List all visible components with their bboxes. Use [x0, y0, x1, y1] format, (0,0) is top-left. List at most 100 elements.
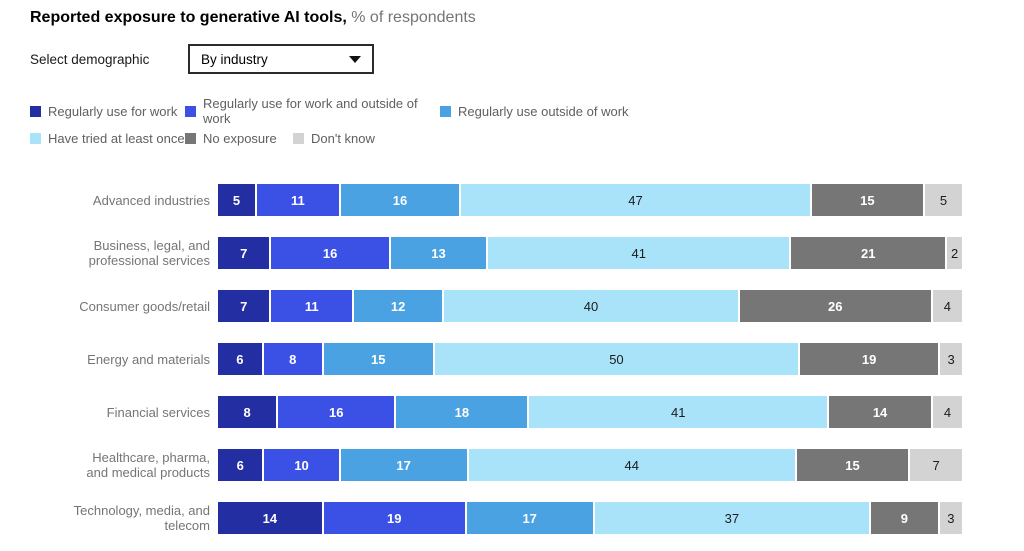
industry-label: Advanced industries [92, 192, 210, 208]
legend-item: Regularly use for work and outside of wo… [185, 96, 440, 126]
chart-row: Consumer goods/retail 7 11 12 40 26 4 [30, 290, 1024, 322]
chart-row: Energy and materials 6 8 15 50 19 3 [30, 343, 1024, 375]
legend-row: Regularly use for work Regularly use for … [30, 96, 1024, 126]
legend-swatch [185, 133, 196, 144]
legend-label: No exposure [203, 131, 277, 146]
caret-down-icon [349, 55, 361, 63]
segment-value: 16 [329, 404, 344, 420]
segment-value: 17 [396, 457, 411, 473]
segment-value: 16 [392, 192, 408, 208]
demographic-controls: Select demographic By industry [30, 44, 1024, 74]
segment-value: 41 [670, 404, 686, 420]
bar-segment: 7 [910, 449, 963, 481]
industry-label: Technology, media, and telecom [73, 503, 210, 533]
bar-segment: 40 [444, 290, 738, 322]
segment-value: 19 [387, 510, 402, 526]
bar-segment: 9 [871, 502, 938, 534]
segment-value: 2 [951, 245, 959, 261]
bar-segment: 3 [940, 343, 962, 375]
bar-segment: 16 [340, 184, 460, 216]
bar-segment: 7 [218, 290, 270, 322]
bar-segment: 19 [800, 343, 939, 375]
segment-value: 6 [236, 351, 244, 367]
legend-swatch [440, 105, 451, 117]
segment-value: 8 [243, 404, 251, 420]
legend-swatch [185, 105, 196, 117]
legend-label: Regularly use for work and outside of wo… [203, 96, 418, 126]
bar-row: 6 8 15 50 19 3 [218, 343, 962, 375]
segment-value: 7 [240, 298, 248, 314]
bar-segment: 44 [468, 449, 795, 481]
chart-row: Healthcare, pharma, and medical products… [30, 449, 1024, 481]
segment-value: 5 [939, 192, 948, 208]
legend-swatch [30, 133, 41, 144]
bar-row: 6 10 17 44 15 7 [218, 449, 963, 481]
bar-segment: 4 [932, 290, 962, 322]
chart-row: Advanced industries 5 11 16 47 15 5 [30, 184, 1024, 216]
legend-label: Regularly use outside of work [458, 103, 629, 119]
segment-value: 8 [289, 351, 297, 367]
bar-segment: 17 [466, 502, 593, 534]
demographic-dropdown[interactable]: By industry [188, 44, 374, 74]
bar-segment: 21 [791, 237, 946, 269]
legend-label: Don't know [311, 131, 375, 146]
segment-value: 11 [304, 298, 319, 314]
bar-segment: 5 [924, 184, 963, 216]
bar-segment: 15 [323, 343, 433, 375]
bar-segment: 41 [529, 396, 828, 428]
chart-row: Financial services 8 16 18 41 14 4 [30, 396, 1024, 428]
legend-item: Regularly use outside of work [440, 104, 629, 119]
bar-segment: 4 [932, 396, 962, 428]
bar-row: 8 16 18 41 14 4 [218, 396, 962, 428]
bar-segment: 10 [264, 449, 339, 481]
bar-segment: 14 [218, 502, 322, 534]
bar-segment: 15 [796, 449, 909, 481]
segment-value: 3 [947, 510, 955, 526]
segment-value: 47 [628, 192, 643, 208]
bar-segment: 5 [218, 184, 256, 216]
bar-segment: 19 [323, 502, 465, 534]
segment-value: 12 [390, 298, 406, 314]
bar-row: 5 11 16 47 15 5 [218, 184, 963, 216]
exhibit: Reported exposure to generative AI tools… [30, 9, 1024, 534]
legend-row: Have tried at least once No exposure Don't… [30, 131, 1024, 146]
segment-value: 17 [522, 510, 537, 526]
segment-value: 7 [932, 457, 940, 473]
segment-value: 10 [294, 457, 309, 473]
bar-segment: 16 [271, 237, 389, 269]
segment-value: 9 [900, 510, 909, 526]
segment-value: 6 [236, 457, 244, 473]
segment-value: 21 [861, 245, 876, 261]
bar-segment: 8 [218, 396, 277, 428]
bar-row: 7 16 13 41 21 2 [218, 237, 962, 269]
segment-value: 14 [872, 404, 888, 420]
industry-label: Energy and materials [87, 351, 210, 367]
legend-item: No exposure [185, 131, 293, 146]
legend-item: Have tried at least once [30, 131, 185, 146]
segment-value: 3 [947, 351, 955, 367]
bar-chart: Advanced industries 5 11 16 47 15 5 Business, l… [30, 184, 1024, 534]
segment-value: 40 [583, 298, 599, 314]
bar-segment: 6 [218, 449, 263, 481]
bar-segment: 37 [594, 502, 870, 534]
bar-segment: 7 [218, 237, 270, 269]
segment-value: 18 [454, 404, 470, 420]
demographic-dropdown-value: By industry [201, 51, 268, 67]
segment-value: 5 [232, 192, 241, 208]
bar-segment: 11 [271, 290, 353, 322]
industry-label: Consumer goods/retail [79, 298, 210, 314]
segment-value: 16 [322, 245, 338, 261]
bar-segment: 26 [739, 290, 931, 322]
chart-title-main: Reported exposure to generative AI tools… [30, 9, 347, 26]
segment-value: 7 [240, 245, 248, 261]
bar-segment: 17 [340, 449, 467, 481]
chart-row: Business, legal, and professional servic… [30, 237, 1024, 269]
bar-segment: 2 [947, 237, 962, 269]
segment-value: 41 [631, 245, 646, 261]
segment-value: 26 [827, 298, 843, 314]
legend-swatch [293, 133, 304, 144]
segment-value: 44 [624, 457, 640, 473]
bar-row: 7 11 12 40 26 4 [218, 290, 962, 322]
industry-label: Business, legal, and professional servic… [88, 238, 210, 268]
bar-segment: 50 [434, 343, 799, 375]
